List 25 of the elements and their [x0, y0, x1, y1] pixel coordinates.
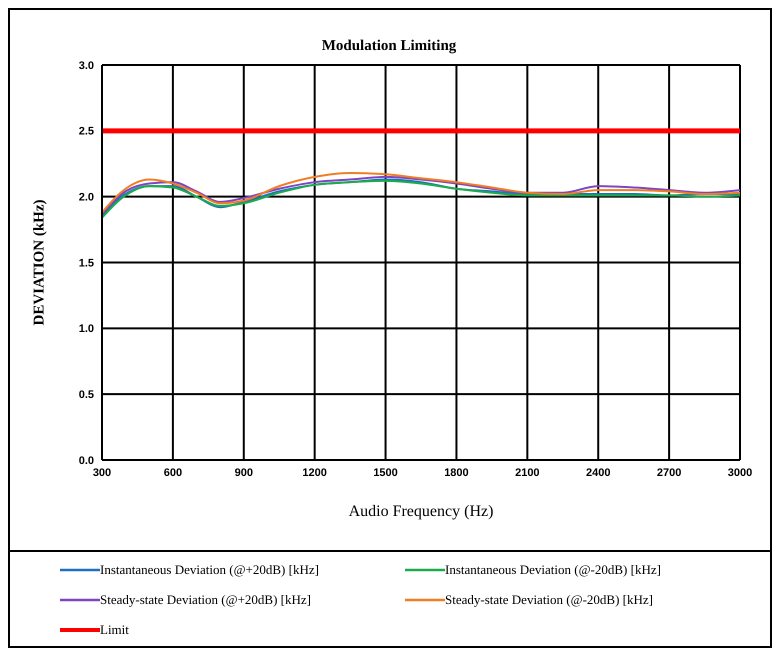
x-tick-label: 2400: [586, 466, 610, 479]
legend-label: Steady-state Deviation (@+20dB) [kHz]: [100, 592, 311, 608]
y-tick-label: 0.5: [78, 389, 94, 402]
legend-label: Steady-state Deviation (@-20dB) [kHz]: [445, 592, 653, 608]
x-tick-label: 900: [234, 466, 253, 479]
x-tick-label: 1200: [302, 466, 327, 479]
y-tick-label: 0.0: [78, 454, 94, 467]
y-tick-label: 2.5: [78, 126, 94, 138]
y-tick-label: 1.5: [78, 257, 94, 270]
x-tick-label: 1800: [444, 466, 469, 479]
legend-label: Limit: [100, 622, 129, 638]
y-tick-label: 3.0: [78, 60, 94, 72]
x-tick-label: 2100: [515, 466, 540, 479]
x-tick-label: 1500: [373, 466, 398, 479]
x-tick-label: 3000: [728, 466, 752, 479]
y-tick-label: 2.0: [78, 192, 94, 204]
x-tick-label: 300: [92, 466, 112, 479]
y-tick-label: 1.0: [78, 323, 94, 336]
x-tick-label: 600: [164, 466, 182, 479]
chart-title: Modulation Limiting: [320, 38, 458, 55]
legend-label: Instantaneous Deviation (@+20dB) [kHz]: [100, 562, 319, 578]
y-axis-title: DEVIATION (kHz): [31, 200, 48, 326]
x-axis-title: Audio Frequency (Hz): [348, 503, 494, 520]
x-tick-label: 2700: [656, 466, 682, 479]
legend-label: Instantaneous Deviation (@-20dB) [kHz]: [445, 562, 661, 578]
